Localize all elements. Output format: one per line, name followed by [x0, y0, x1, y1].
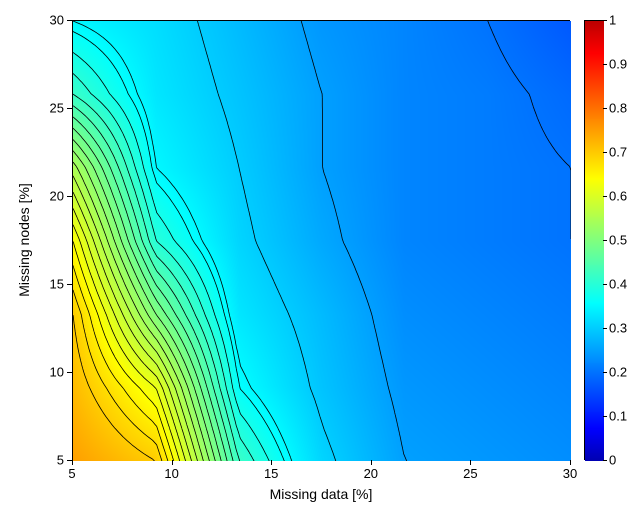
- colorbar-tick-label: 0.5: [609, 233, 627, 248]
- contour-line: [73, 315, 155, 461]
- contour-line: [73, 151, 209, 461]
- x-tick-label: 10: [164, 466, 178, 481]
- contour-line: [488, 21, 571, 239]
- x-tick-label: 25: [463, 466, 477, 481]
- colorbar-tick-mark: [603, 64, 607, 65]
- colorbar-tick-label: 0.8: [609, 101, 627, 116]
- colorbar-tick-mark: [603, 372, 607, 373]
- x-tick-mark: [72, 460, 73, 465]
- x-tick-label: 5: [68, 466, 75, 481]
- contour-line: [301, 21, 407, 461]
- contour-line: [73, 52, 269, 461]
- colorbar-tick-label: 0.7: [609, 145, 627, 160]
- colorbar-tick-mark: [603, 20, 607, 21]
- colorbar-tick-label: 0: [609, 453, 616, 468]
- x-tick-mark: [271, 460, 272, 465]
- colorbar: [584, 20, 603, 460]
- x-axis-label: Missing data [%]: [270, 486, 373, 502]
- y-tick-mark: [67, 108, 72, 109]
- y-tick-label: 5: [34, 453, 64, 468]
- y-tick-mark: [67, 284, 72, 285]
- contour-line: [73, 208, 186, 461]
- colorbar-tick-mark: [603, 152, 607, 153]
- colorbar-tick-mark: [603, 196, 607, 197]
- x-tick-mark: [570, 460, 571, 465]
- contour-line: [198, 21, 336, 461]
- colorbar-tick-mark: [603, 460, 607, 461]
- colorbar-tick-label: 0.2: [609, 365, 627, 380]
- y-tick-mark: [67, 196, 72, 197]
- colorbar-tick-label: 0.9: [609, 57, 627, 72]
- y-tick-label: 25: [34, 101, 64, 116]
- y-tick-mark: [67, 372, 72, 373]
- colorbar-tick-label: 0.6: [609, 189, 627, 204]
- x-tick-label: 20: [364, 466, 378, 481]
- figure: Missing data [%] Missing nodes [%] 51015…: [0, 0, 640, 521]
- x-tick-mark: [470, 460, 471, 465]
- colorbar-tick-label: 0.3: [609, 321, 627, 336]
- colorbar-tick-label: 0.1: [609, 409, 627, 424]
- y-tick-label: 10: [34, 365, 64, 380]
- contour-line: [73, 241, 174, 461]
- y-axis-label: Missing nodes [%]: [16, 183, 32, 297]
- contour-line: [73, 32, 284, 462]
- x-tick-label: 30: [563, 466, 577, 481]
- contour-line: [73, 225, 180, 461]
- y-tick-mark: [67, 460, 72, 461]
- contour-plot: [72, 20, 570, 460]
- colorbar-tick-mark: [603, 416, 607, 417]
- contour-line: [73, 94, 240, 461]
- colorbar-tick-label: 0.4: [609, 277, 627, 292]
- y-tick-label: 15: [34, 277, 64, 292]
- contour-line: [73, 73, 254, 461]
- colorbar-tick-mark: [603, 240, 607, 241]
- x-tick-mark: [371, 460, 372, 465]
- x-tick-label: 15: [264, 466, 278, 481]
- colorbar-tick-label: 1: [609, 13, 616, 28]
- y-tick-mark: [67, 20, 72, 21]
- y-tick-label: 20: [34, 189, 64, 204]
- contour-overlay: [73, 21, 571, 461]
- colorbar-canvas: [585, 21, 604, 461]
- colorbar-tick-mark: [603, 328, 607, 329]
- y-tick-label: 30: [34, 13, 64, 28]
- colorbar-tick-mark: [603, 284, 607, 285]
- x-tick-mark: [172, 460, 173, 465]
- colorbar-tick-mark: [603, 108, 607, 109]
